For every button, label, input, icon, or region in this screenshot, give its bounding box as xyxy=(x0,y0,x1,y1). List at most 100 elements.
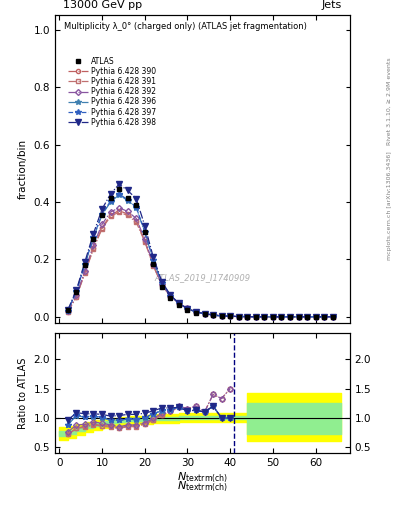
Pythia 6.428 398 xyxy=(322,314,327,320)
Pythia 6.428 392 xyxy=(160,281,164,287)
Pythia 6.428 390 xyxy=(211,312,215,318)
Pythia 6.428 398 xyxy=(160,279,164,285)
Pythia 6.428 392 xyxy=(288,314,292,320)
Pythia 6.428 390 xyxy=(168,293,173,299)
Pythia 6.428 391 xyxy=(100,226,105,232)
Pythia 6.428 391 xyxy=(245,314,250,320)
Pythia 6.428 391 xyxy=(66,309,70,315)
Pythia 6.428 391 xyxy=(279,314,284,320)
Pythia 6.428 396 xyxy=(117,191,121,198)
Pythia 6.428 397 xyxy=(117,191,121,197)
Pythia 6.428 392 xyxy=(117,205,121,211)
Pythia 6.428 397 xyxy=(125,197,130,203)
Pythia 6.428 396 xyxy=(219,313,224,319)
Pythia 6.428 391 xyxy=(262,314,267,320)
Pythia 6.428 398 xyxy=(296,314,301,320)
Pythia 6.428 397 xyxy=(262,314,267,320)
Pythia 6.428 396 xyxy=(100,212,105,218)
Pythia 6.428 397 xyxy=(270,314,275,320)
Pythia 6.428 390 xyxy=(160,282,164,288)
Pythia 6.428 396 xyxy=(108,199,113,205)
Pythia 6.428 390 xyxy=(262,314,267,320)
Pythia 6.428 398 xyxy=(91,230,96,237)
Pythia 6.428 391 xyxy=(117,209,121,215)
Pythia 6.428 391 xyxy=(91,246,96,252)
Pythia 6.428 397 xyxy=(279,314,284,320)
Pythia 6.428 390 xyxy=(74,294,79,300)
Pythia 6.428 391 xyxy=(322,314,327,320)
Pythia 6.428 397 xyxy=(322,314,327,320)
Pythia 6.428 392 xyxy=(202,311,207,317)
Pythia 6.428 397 xyxy=(151,257,156,263)
Pythia 6.428 398 xyxy=(108,191,113,197)
Line: Pythia 6.428 392: Pythia 6.428 392 xyxy=(66,206,335,319)
Pythia 6.428 391 xyxy=(202,311,207,317)
Pythia 6.428 398 xyxy=(142,222,147,228)
Pythia 6.428 390 xyxy=(66,309,70,315)
Pythia 6.428 398 xyxy=(279,314,284,320)
Pythia 6.428 398 xyxy=(194,309,198,315)
Pythia 6.428 396 xyxy=(305,314,309,320)
Pythia 6.428 390 xyxy=(185,306,190,312)
Pythia 6.428 397 xyxy=(168,292,173,298)
Pythia 6.428 391 xyxy=(288,314,292,320)
Pythia 6.428 397 xyxy=(142,228,147,234)
Pythia 6.428 396 xyxy=(331,314,335,320)
Pythia 6.428 398 xyxy=(74,287,79,293)
Pythia 6.428 390 xyxy=(288,314,292,320)
Pythia 6.428 390 xyxy=(91,245,96,251)
Pythia 6.428 391 xyxy=(74,294,79,300)
Pythia 6.428 398 xyxy=(83,259,87,265)
Pythia 6.428 392 xyxy=(66,308,70,314)
Pythia 6.428 397 xyxy=(253,314,258,320)
Pythia 6.428 392 xyxy=(305,314,309,320)
Pythia 6.428 396 xyxy=(91,234,96,241)
Line: Pythia 6.428 390: Pythia 6.428 390 xyxy=(66,208,335,319)
Pythia 6.428 390 xyxy=(228,313,233,319)
Pythia 6.428 396 xyxy=(279,314,284,320)
Pythia 6.428 396 xyxy=(262,314,267,320)
Pythia 6.428 396 xyxy=(74,288,79,294)
Pythia 6.428 390 xyxy=(125,211,130,217)
Pythia 6.428 398 xyxy=(288,314,292,320)
Pythia 6.428 391 xyxy=(219,313,224,319)
Pythia 6.428 392 xyxy=(236,313,241,319)
Pythia 6.428 398 xyxy=(313,314,318,320)
Pythia 6.428 390 xyxy=(151,262,156,268)
Text: Multiplicity λ_0° (charged only) (ATLAS jet fragmentation): Multiplicity λ_0° (charged only) (ATLAS … xyxy=(64,22,307,31)
Pythia 6.428 390 xyxy=(236,313,241,319)
Pythia 6.428 390 xyxy=(313,314,318,320)
Pythia 6.428 392 xyxy=(91,242,96,248)
Pythia 6.428 396 xyxy=(176,300,181,306)
Pythia 6.428 396 xyxy=(134,205,139,211)
Pythia 6.428 391 xyxy=(236,313,241,319)
Pythia 6.428 392 xyxy=(322,314,327,320)
Pythia 6.428 391 xyxy=(142,239,147,245)
Pythia 6.428 392 xyxy=(100,221,105,227)
Pythia 6.428 397 xyxy=(66,307,70,313)
Pythia 6.428 398 xyxy=(185,306,190,312)
Pythia 6.428 398 xyxy=(125,187,130,194)
Pythia 6.428 392 xyxy=(245,313,250,319)
Pythia 6.428 390 xyxy=(296,314,301,320)
Pythia 6.428 390 xyxy=(279,314,284,320)
Pythia 6.428 392 xyxy=(211,312,215,318)
Pythia 6.428 396 xyxy=(66,307,70,313)
Pythia 6.428 391 xyxy=(83,270,87,276)
Pythia 6.428 392 xyxy=(176,300,181,306)
Pythia 6.428 392 xyxy=(296,314,301,320)
Pythia 6.428 390 xyxy=(202,311,207,317)
Pythia 6.428 392 xyxy=(331,314,335,320)
Pythia 6.428 392 xyxy=(279,314,284,320)
Pythia 6.428 398 xyxy=(202,311,207,317)
Pythia 6.428 397 xyxy=(108,198,113,204)
Pythia 6.428 391 xyxy=(296,314,301,320)
Pythia 6.428 391 xyxy=(125,212,130,219)
Legend: ATLAS, Pythia 6.428 390, Pythia 6.428 391, Pythia 6.428 392, Pythia 6.428 396, P: ATLAS, Pythia 6.428 390, Pythia 6.428 39… xyxy=(65,54,159,130)
X-axis label: $N_\mathregular{textrm(ch)}$: $N_\mathregular{textrm(ch)}$ xyxy=(177,471,228,485)
Pythia 6.428 391 xyxy=(270,314,275,320)
Pythia 6.428 397 xyxy=(236,313,241,319)
Pythia 6.428 397 xyxy=(83,261,87,267)
Pythia 6.428 398 xyxy=(117,181,121,187)
Pythia 6.428 396 xyxy=(185,306,190,312)
